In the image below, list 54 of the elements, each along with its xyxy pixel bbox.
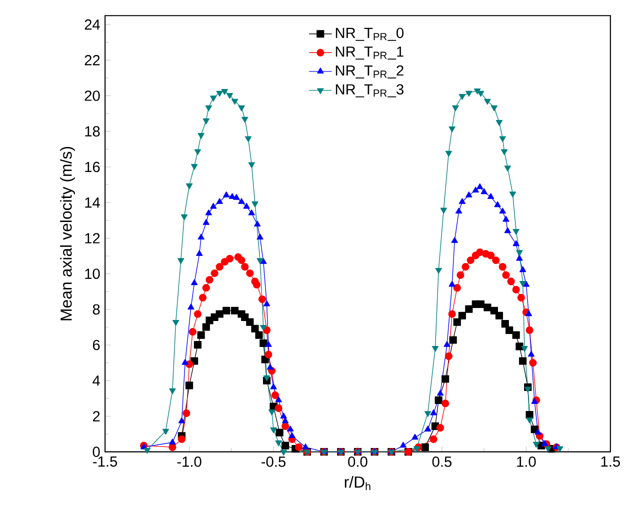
y-tick-label: 2	[92, 411, 100, 422]
legend-label: NR_T$_{PR}$_2	[336, 66, 404, 79]
point	[222, 307, 230, 315]
point	[512, 331, 520, 339]
point	[421, 444, 429, 452]
point	[484, 304, 492, 312]
y-tick-label: 10	[85, 268, 100, 280]
point	[260, 340, 268, 348]
point	[255, 331, 263, 339]
y-tick-label: 16	[85, 162, 100, 172]
y-tick-label: 8	[92, 304, 100, 315]
point	[282, 442, 290, 450]
y-tick-label: 14	[85, 198, 100, 208]
point	[246, 318, 254, 326]
x-tick-label: 0.5	[432, 456, 452, 468]
y-tick-label: 20	[84, 90, 100, 102]
x-tick-label: -0.5	[262, 456, 286, 468]
point	[276, 428, 284, 437]
y-tick-label: 12	[85, 233, 100, 244]
point	[442, 375, 450, 383]
point	[465, 305, 473, 313]
point	[185, 382, 194, 390]
point	[501, 320, 509, 328]
x-tick-label: 0.0	[348, 456, 368, 468]
point	[519, 357, 527, 365]
point	[230, 307, 239, 315]
point	[202, 323, 210, 331]
x-tick-label: 1.0	[517, 456, 536, 468]
point	[194, 341, 202, 349]
point	[458, 312, 466, 320]
y-tick-label: 18	[85, 126, 100, 137]
y-tick-label: 4	[92, 376, 100, 386]
point	[434, 396, 442, 404]
x-tick-label: -1.5	[93, 456, 118, 467]
y-axis-title: Mean axial velocity (m/s)	[60, 147, 75, 320]
point	[506, 326, 514, 334]
legend-label: NR_T$_{PR}$_0	[336, 28, 404, 42]
y-tick-label: 6	[92, 340, 100, 350]
point	[449, 336, 457, 344]
point	[453, 318, 461, 326]
legend-label: NR_T$_{PR}$_3	[336, 84, 404, 98]
point	[251, 324, 259, 333]
x-axis-title: r/D$_{h}$	[344, 476, 370, 490]
point	[495, 312, 504, 320]
x-tick-label: -1.0	[177, 456, 202, 468]
point	[476, 300, 484, 308]
y-tick-label: 22	[84, 55, 100, 66]
x-tick-label: 1.5	[601, 456, 620, 467]
y-tick-label: 24	[84, 20, 100, 30]
point	[516, 342, 524, 350]
point	[197, 331, 205, 339]
point	[216, 310, 224, 318]
legend-label: NR_T$_{PR}$_1	[336, 46, 404, 60]
y-tick-label: 0	[92, 446, 100, 458]
